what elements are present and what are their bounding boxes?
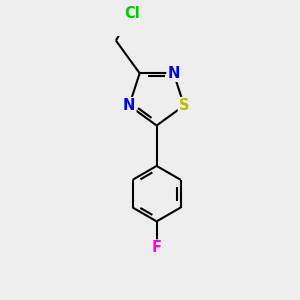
Text: S: S — [179, 98, 189, 113]
Text: N: N — [123, 98, 135, 113]
Text: Cl: Cl — [124, 6, 140, 21]
Text: F: F — [152, 240, 162, 255]
Text: N: N — [167, 66, 180, 81]
